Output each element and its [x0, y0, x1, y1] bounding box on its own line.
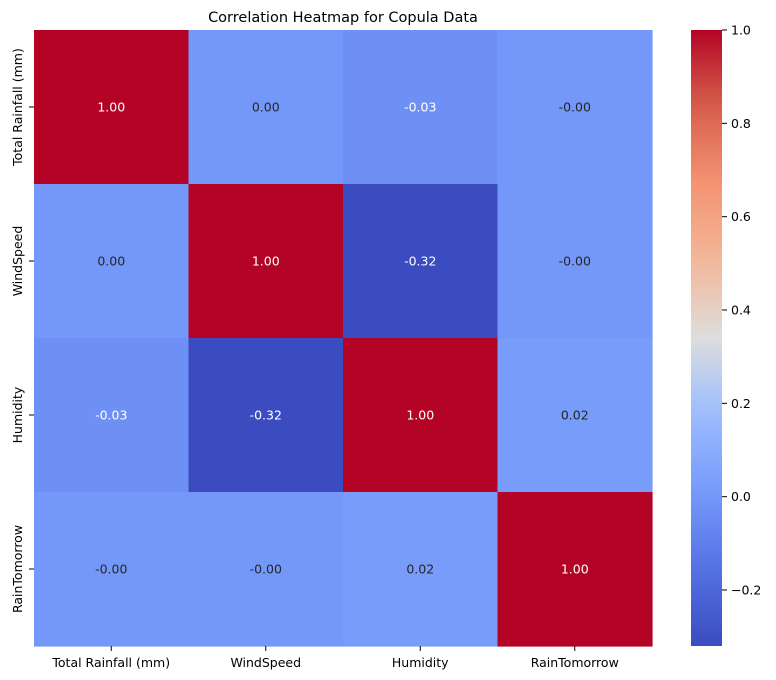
heatmap-cell — [343, 184, 499, 339]
cell-value-label: 1.00 — [406, 408, 434, 423]
y-tick-label: RainTomorrow — [10, 525, 25, 613]
heatmap-cell — [34, 184, 190, 339]
colorbar-gradient — [691, 30, 722, 646]
heatmap-cell — [497, 338, 653, 493]
colorbar-tick-label: 0.6 — [731, 209, 751, 224]
cell-value-label: -0.00 — [559, 254, 591, 269]
cell-value-label: 1.00 — [97, 100, 125, 115]
cell-value-label: -0.03 — [404, 100, 436, 115]
colorbar-tick-label: 0.8 — [731, 116, 751, 131]
heatmap-cell — [188, 492, 344, 647]
colorbar-tick-label: −0.2 — [731, 583, 761, 598]
cell-value-label: 0.00 — [97, 254, 125, 269]
heatmap-cell — [188, 30, 344, 185]
colorbar: −0.2 0.0 0.2 0.4 0.6 0.8 1.0 — [691, 23, 761, 646]
cell-value-label: -0.32 — [404, 254, 436, 269]
heatmap-cell — [34, 30, 190, 185]
colorbar-tick-label: 0.4 — [731, 303, 751, 318]
cell-value-label: 1.00 — [252, 254, 280, 269]
y-axis: Total Rainfall (mm) WindSpeed Humidity Rain… — [10, 48, 34, 613]
cell-value-label: -0.00 — [250, 562, 282, 577]
heatmap-cell — [497, 492, 653, 647]
cell-value-label: -0.03 — [95, 408, 127, 423]
heatmap-cells — [34, 30, 653, 647]
heatmap-cell — [343, 492, 499, 647]
heatmap-cell — [343, 338, 499, 493]
x-tick-label: Total Rainfall (mm) — [51, 655, 170, 670]
x-tick-label: Humidity — [392, 655, 449, 670]
heatmap-cell — [34, 338, 190, 493]
colorbar-ticks: −0.2 0.0 0.2 0.4 0.6 0.8 1.0 — [722, 23, 761, 598]
heatmap-cell — [188, 184, 344, 339]
heatmap-cell — [343, 30, 499, 185]
y-tick-label: Humidity — [10, 386, 25, 443]
y-tick-label: WindSpeed — [10, 226, 25, 297]
heatmap-cell — [497, 30, 653, 185]
cell-value-label: -0.00 — [559, 100, 591, 115]
colorbar-tick-label: 0.0 — [731, 489, 751, 504]
x-tick-label: WindSpeed — [230, 655, 301, 670]
colorbar-tick-label: 1.0 — [731, 23, 751, 38]
cell-value-label: -0.00 — [95, 562, 127, 577]
cell-value-label: -0.32 — [250, 408, 282, 423]
colorbar-tick-label: 0.2 — [731, 396, 751, 411]
chart-title: Correlation Heatmap for Copula Data — [208, 10, 478, 26]
heatmap-cell — [188, 338, 344, 493]
cell-value-label: 0.02 — [561, 408, 589, 423]
heatmap-cell — [34, 492, 190, 647]
heatmap-cell — [497, 184, 653, 339]
cell-value-label: 1.00 — [561, 562, 589, 577]
y-tick-label: Total Rainfall (mm) — [10, 48, 25, 167]
cell-value-label: 0.02 — [406, 562, 434, 577]
x-tick-label: RainTomorrow — [531, 655, 619, 670]
x-axis: Total Rainfall (mm) WindSpeed Humidity Rain… — [51, 646, 619, 670]
cell-value-label: 0.00 — [252, 100, 280, 115]
heatmap-annotations: 1.00 0.00 -0.03 -0.00 0.00 1.00 -0.32 -0.00 -0.0… — [95, 100, 591, 577]
